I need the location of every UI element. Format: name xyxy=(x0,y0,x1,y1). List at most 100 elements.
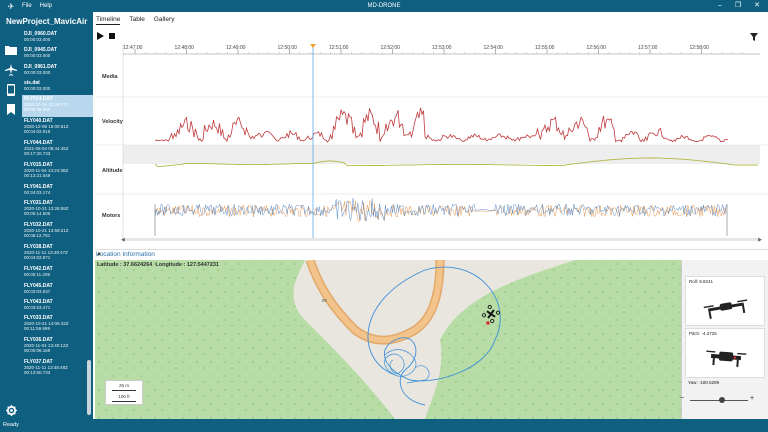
pitch-label: Pitch: -4.2725 xyxy=(689,331,717,336)
tick-label: 12:57:00 xyxy=(638,45,658,51)
timeline-chart[interactable]: 12:47:00 12:48:00 12:49:00 12:50:00 12:51:00… xyxy=(95,44,768,244)
file-list-item[interactable]: FLY015.DAT 2020-11-04 13:24:38Z 00:13:21.0… xyxy=(22,161,93,183)
file-list-scrollbar[interactable] xyxy=(87,360,91,415)
file-date: 2020-10-18 12:49:47Z xyxy=(24,102,69,108)
band-altitude xyxy=(123,164,760,194)
tick-label: 12:58:00 xyxy=(690,45,710,51)
folder-icon[interactable] xyxy=(3,42,19,58)
file-list-item[interactable]: FLY033.DAT 2020-10-21 14:06:42Z 00:11:59.9… xyxy=(22,314,93,336)
map-view[interactable]: Latitude : 37.6624264 Longitude : 127.54… xyxy=(95,260,681,419)
tick-label: 12:49:00 xyxy=(226,45,246,51)
file-date: 2020-10-21 13:59:21Z xyxy=(24,228,69,234)
file-name: DJI_0945.DAT xyxy=(24,47,57,54)
file-name: FLY045.DAT xyxy=(24,282,53,289)
file-list-item[interactable]: DJI_0945.DAT 00:00:03.000 xyxy=(22,46,93,62)
zoom-slider[interactable]: − + xyxy=(680,395,757,405)
project-name: NewProject_MavicAir xyxy=(0,12,93,30)
file-name: FLY044.DAT xyxy=(24,140,53,147)
timeline-panel: 12:47:00 12:48:00 12:49:00 12:50:00 12:51:00… xyxy=(95,44,768,244)
band-velocity xyxy=(123,97,760,145)
bookmark-icon[interactable] xyxy=(3,101,19,117)
zoom-thumb[interactable] xyxy=(718,397,725,403)
velocity-series xyxy=(154,107,729,143)
tick-label: 12:50:00 xyxy=(278,45,298,51)
zoom-in-button[interactable]: + xyxy=(750,395,755,402)
file-list: DJI_0960.DAT 00:00:03.000 DJI_0945.DAT 00:0… xyxy=(22,30,93,419)
file-duration: 00:00:03.000 xyxy=(24,53,51,59)
file-list-item[interactable]: FLY042.DAT 00:05:11.208 xyxy=(22,265,93,281)
attitude-panel: Roll: 9.8241 Pitch: -4.2725 xyxy=(680,260,768,419)
scroll-right-icon[interactable]: ▶ xyxy=(758,237,762,243)
file-list-item[interactable]: FLY041.DAT 00:34:03.174 xyxy=(22,183,93,199)
restore-icon[interactable]: ❐ xyxy=(734,2,742,9)
file-list-item[interactable]: FLY040.DAT 2020-12-08 15:00:51Z 00:04:02.9… xyxy=(22,117,93,139)
scroll-track xyxy=(123,238,760,241)
tick-label: 12:54:00 xyxy=(484,45,504,51)
close-icon[interactable]: ✕ xyxy=(754,2,760,9)
scroll-left-icon[interactable]: ◀ xyxy=(121,237,125,243)
file-duration: 00:04:02.918 xyxy=(24,129,51,135)
band-altitude-top xyxy=(123,145,760,164)
tab-table[interactable]: Table xyxy=(129,16,145,23)
filter-icon[interactable] xyxy=(750,33,758,41)
file-name: DJI_0961.DAT xyxy=(24,63,57,70)
file-duration: 00:00:03.000 xyxy=(24,85,51,91)
file-list-item[interactable]: FLY038.DAT 2020-11-11 13:49:47Z 00:04:03.8… xyxy=(22,243,93,265)
file-duration: 00:34:03.174 xyxy=(24,190,51,196)
stop-icon[interactable] xyxy=(109,33,115,39)
yaw-label: Yaw: -180.5289 xyxy=(688,380,720,385)
row-label-motors: Motors xyxy=(102,213,121,219)
file-duration: 00:05:11.208 xyxy=(24,272,50,278)
file-list-item[interactable]: FLY036.DAT 2020-11-04 13:40:12Z 00:00:06.1… xyxy=(22,336,93,358)
motor-series-1 xyxy=(154,198,727,222)
file-name: FLY032.DAT xyxy=(24,222,53,229)
file-duration: 00:17:20.733 xyxy=(24,151,51,157)
map-canvas xyxy=(95,260,681,419)
file-list-item[interactable]: FLY032.DAT 2020-10-21 13:59:21Z 00:06:12.7… xyxy=(22,221,93,243)
band-motors xyxy=(123,194,760,239)
drone-pitch-icon xyxy=(706,350,747,367)
altitude-series xyxy=(154,157,758,168)
file-list-item[interactable]: sis.dat 00:00:03.000 xyxy=(22,79,93,95)
file-name: FLY014.DAT xyxy=(24,96,53,103)
tick-label: 12:56:00 xyxy=(587,45,607,51)
title-bar: ✈ File Help MD-DRONE – ❐ ✕ xyxy=(0,0,768,12)
roll-view: Roll: 9.8241 xyxy=(685,276,765,326)
tab-timeline[interactable]: Timeline xyxy=(96,15,121,25)
file-list-item[interactable]: DJI_0960.DAT 00:00:03.000 xyxy=(22,30,93,46)
menu-help[interactable]: Help xyxy=(39,3,53,9)
file-list-item[interactable]: FLY044.DAT 2021-06-04 09:44:45Z 00:17:20.7… xyxy=(22,139,93,161)
location-header: Location Information ▲ xyxy=(95,249,768,260)
menu-file[interactable]: File xyxy=(22,3,32,9)
play-icon[interactable] xyxy=(97,32,105,40)
window-title: MD-DRONE xyxy=(367,3,401,9)
chevron-up-icon[interactable]: ▲ xyxy=(96,251,102,257)
scale-feet: 100 ft xyxy=(118,394,130,399)
tick-label: 12:53:00 xyxy=(432,45,452,51)
latitude-value: 37.6624264 xyxy=(123,262,153,268)
file-list-item[interactable]: FLY031.DAT 2020-10-21 13:26:58Z 00:05:14.6… xyxy=(22,199,93,221)
location-title: Location Information xyxy=(96,251,155,258)
minimize-icon[interactable]: – xyxy=(718,2,722,9)
tick-label: 12:47:00 xyxy=(123,45,143,51)
file-list-item[interactable]: FLY043.DAT 00:03:53.471 xyxy=(22,298,93,314)
motor-series-2 xyxy=(154,200,727,223)
file-list-item[interactable]: FLY037.DAT 2020-11-11 13:45:48Z 00:13:50.7… xyxy=(22,358,93,380)
file-name: FLY033.DAT xyxy=(24,315,53,322)
tick-label: 12:55:00 xyxy=(535,45,555,51)
file-date: 2020-11-04 13:40:12Z xyxy=(24,343,69,349)
file-list-item[interactable]: FLY045.DAT 00:03:03.037 xyxy=(22,282,93,298)
roll-label: Roll: 9.8241 xyxy=(689,279,714,284)
gear-icon[interactable] xyxy=(3,402,19,418)
file-list-item[interactable]: DJI_0961.DAT 00:00:03.000 xyxy=(22,63,93,79)
zoom-out-button[interactable]: − xyxy=(680,395,685,402)
airplane-icon[interactable] xyxy=(3,62,19,78)
file-name: FLY040.DAT xyxy=(24,118,53,125)
file-name: FLY042.DAT xyxy=(24,266,53,273)
tick-label: 12:52:00 xyxy=(381,45,401,51)
phone-icon[interactable] xyxy=(3,82,19,98)
tab-gallery[interactable]: Gallery xyxy=(153,16,175,23)
timeline-scrollbar[interactable]: ◀ ▶ xyxy=(121,237,762,243)
file-list-item[interactable]: FLY014.DAT 2020-10-18 12:49:47Z 00:09:48.0… xyxy=(22,95,93,118)
tick-label: 12:48:00 xyxy=(175,45,195,51)
